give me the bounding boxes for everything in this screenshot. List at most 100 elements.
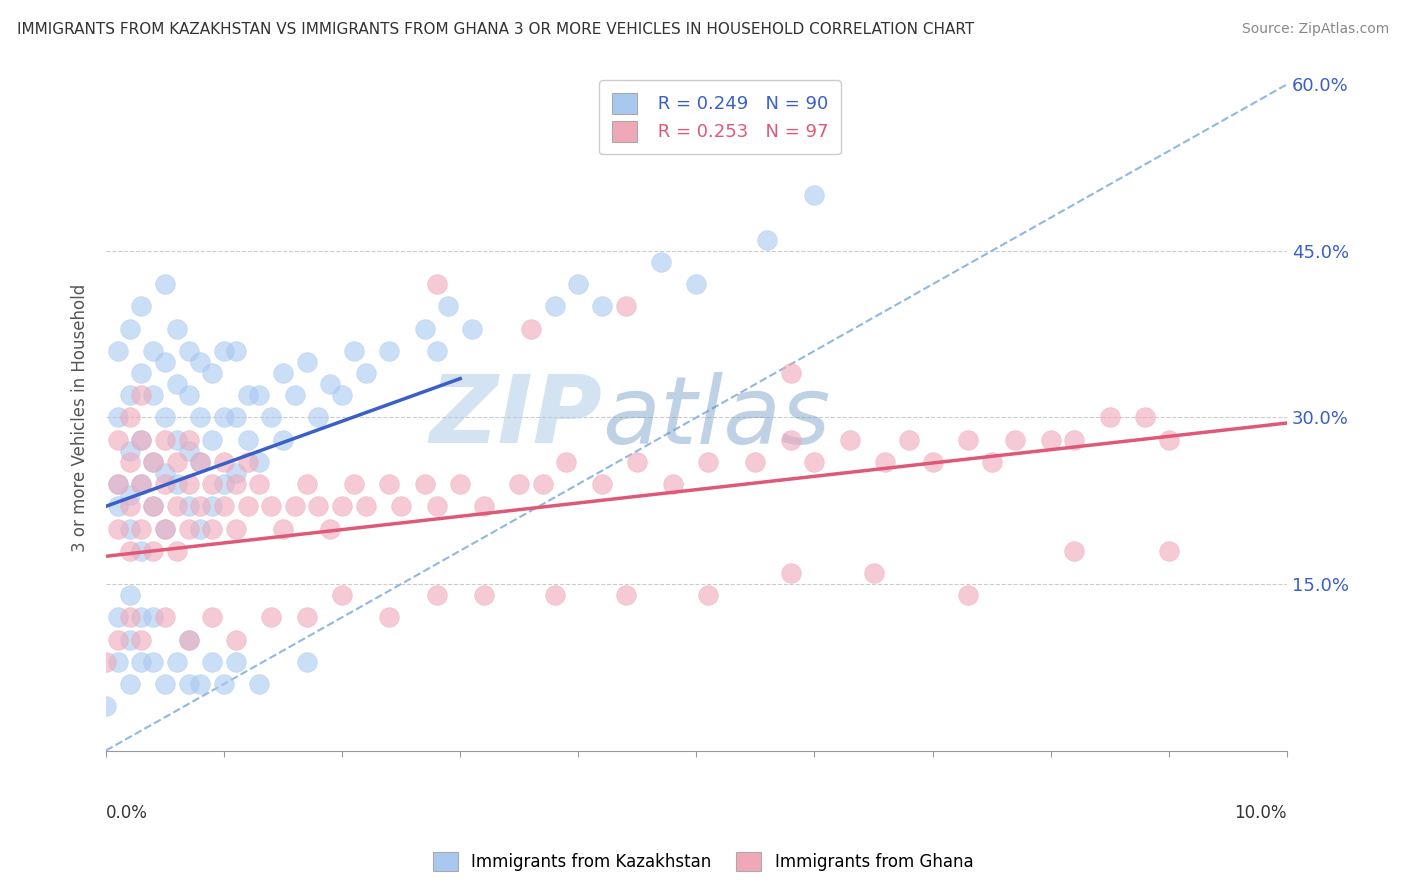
Point (166, 433, 188, 447)
Point (295, 610, 318, 624)
Point (295, 477, 318, 491)
Point (118, 410, 141, 425)
Point (295, 655, 318, 669)
Point (271, 521, 294, 535)
Point (142, 388, 165, 402)
Point (1063, 433, 1085, 447)
Point (166, 377, 188, 392)
Point (1133, 410, 1156, 425)
Point (94, 655, 117, 669)
Point (1004, 433, 1026, 447)
Point (177, 632, 200, 647)
Point (956, 588, 979, 602)
Point (225, 632, 247, 647)
Point (413, 321, 436, 335)
Point (190, 355, 212, 369)
Point (284, 500, 307, 514)
Point (131, 366, 153, 380)
Point (260, 410, 283, 425)
Point (308, 410, 330, 425)
Point (190, 521, 212, 535)
Point (779, 366, 801, 380)
Point (1098, 410, 1121, 425)
Point (284, 388, 307, 402)
Point (153, 433, 176, 447)
Point (225, 521, 247, 535)
Point (201, 477, 224, 491)
Point (131, 300, 153, 314)
Point (426, 588, 449, 602)
Point (426, 277, 449, 292)
Point (330, 388, 353, 402)
Point (177, 477, 200, 491)
Point (142, 610, 165, 624)
Point (131, 655, 153, 669)
Point (142, 343, 165, 358)
Point (142, 543, 165, 558)
Point (461, 321, 484, 335)
Point (212, 410, 235, 425)
Point (1157, 543, 1180, 558)
Point (378, 343, 401, 358)
Point (319, 377, 342, 392)
Point (897, 433, 920, 447)
Point (190, 677, 212, 691)
Point (426, 343, 449, 358)
Point (249, 388, 271, 402)
Point (685, 277, 707, 292)
Point (107, 521, 129, 535)
Point (508, 477, 530, 491)
Point (330, 500, 353, 514)
Point (236, 500, 259, 514)
Point (118, 677, 141, 691)
Point (567, 277, 589, 292)
Point (142, 655, 165, 669)
Point (838, 433, 860, 447)
Point (118, 443, 141, 458)
Point (107, 433, 129, 447)
Point (118, 455, 141, 469)
Point (249, 455, 271, 469)
Point (166, 500, 188, 514)
Point (862, 566, 884, 580)
Point (921, 455, 943, 469)
Point (225, 343, 247, 358)
Point (177, 343, 200, 358)
Point (201, 655, 224, 669)
Point (343, 477, 366, 491)
Point (531, 477, 554, 491)
Point (437, 300, 460, 314)
Point (744, 455, 766, 469)
Point (107, 500, 129, 514)
Point (271, 366, 294, 380)
Point (1063, 543, 1085, 558)
Point (177, 632, 200, 647)
Point (131, 477, 153, 491)
Point (107, 410, 129, 425)
Point (236, 388, 259, 402)
Point (413, 477, 436, 491)
Text: 10.0%: 10.0% (1234, 804, 1286, 822)
Point (555, 455, 578, 469)
Point (236, 455, 259, 469)
Point (131, 543, 153, 558)
Point (543, 300, 565, 314)
Point (1157, 433, 1180, 447)
Point (142, 455, 165, 469)
Point (260, 500, 283, 514)
Point (614, 300, 637, 314)
Text: ZIP: ZIP (429, 371, 602, 464)
Point (94, 699, 117, 714)
Point (389, 500, 412, 514)
Point (177, 677, 200, 691)
Point (118, 521, 141, 535)
Point (980, 455, 1002, 469)
Point (153, 466, 176, 480)
Point (118, 610, 141, 624)
Point (956, 433, 979, 447)
Point (166, 321, 188, 335)
Point (131, 433, 153, 447)
Point (142, 500, 165, 514)
Point (190, 500, 212, 514)
Point (426, 500, 449, 514)
